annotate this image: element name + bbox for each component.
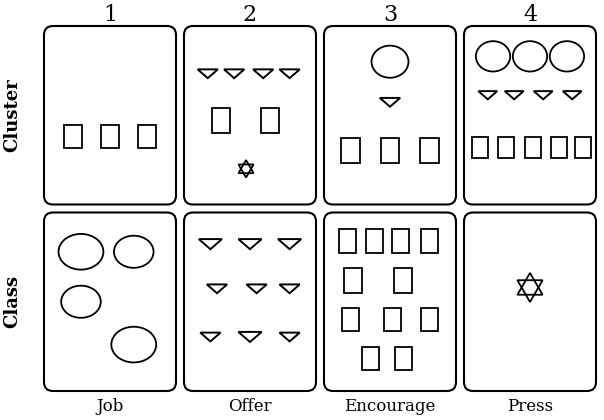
Bar	[421, 308, 438, 331]
Bar	[65, 125, 82, 148]
FancyBboxPatch shape	[324, 26, 456, 205]
Ellipse shape	[59, 234, 103, 270]
FancyBboxPatch shape	[464, 213, 596, 391]
Ellipse shape	[111, 327, 156, 362]
Text: 4: 4	[523, 4, 537, 26]
Bar	[392, 229, 409, 253]
Ellipse shape	[476, 41, 510, 71]
Text: Encourage: Encourage	[344, 398, 435, 415]
Ellipse shape	[371, 46, 408, 78]
FancyBboxPatch shape	[324, 213, 456, 391]
Bar	[498, 136, 514, 158]
Bar	[394, 347, 412, 370]
Bar	[575, 136, 591, 158]
Bar	[381, 139, 399, 163]
Bar	[341, 139, 359, 163]
Bar	[394, 268, 413, 293]
Text: 3: 3	[383, 4, 397, 26]
Bar	[344, 268, 362, 293]
FancyBboxPatch shape	[184, 26, 316, 205]
Ellipse shape	[513, 41, 547, 71]
FancyBboxPatch shape	[184, 213, 316, 391]
Bar	[472, 136, 488, 158]
FancyBboxPatch shape	[464, 26, 596, 205]
Text: Offer: Offer	[228, 398, 272, 415]
Bar	[365, 229, 383, 253]
Bar	[525, 136, 541, 158]
Bar	[212, 108, 230, 133]
Bar	[421, 229, 438, 253]
Bar	[101, 125, 118, 148]
FancyBboxPatch shape	[44, 26, 176, 205]
FancyBboxPatch shape	[44, 213, 176, 391]
Ellipse shape	[550, 41, 584, 71]
Ellipse shape	[61, 286, 101, 318]
Ellipse shape	[114, 236, 153, 268]
Bar	[420, 139, 439, 163]
Bar	[339, 229, 356, 253]
Bar	[342, 308, 359, 331]
Text: Cluster: Cluster	[3, 79, 21, 152]
Bar	[260, 108, 279, 133]
Text: 1: 1	[103, 4, 117, 26]
Text: 2: 2	[243, 4, 257, 26]
Text: Class: Class	[3, 275, 21, 328]
Bar	[138, 125, 156, 148]
Bar	[551, 136, 567, 158]
Bar	[362, 347, 379, 370]
Text: Press: Press	[507, 398, 553, 415]
Bar	[384, 308, 401, 331]
Text: Job: Job	[96, 398, 124, 415]
